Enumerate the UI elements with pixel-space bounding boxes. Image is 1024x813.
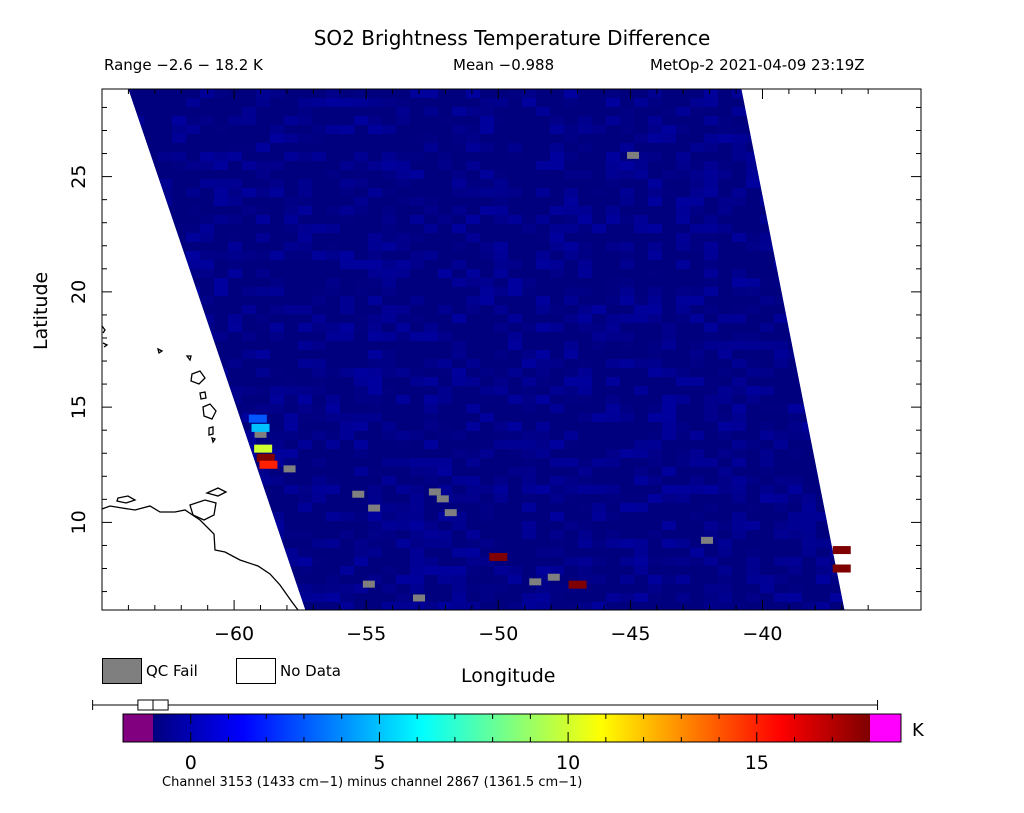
qc-fail-pixel bbox=[368, 504, 381, 512]
qc-fail-pixel bbox=[436, 495, 449, 503]
qc-fail-swatch bbox=[102, 658, 142, 684]
colorbar-tick-label: 5 bbox=[373, 752, 385, 774]
qc-fail-label: QC Fail bbox=[146, 662, 198, 680]
y-tick-label: 10 bbox=[68, 510, 90, 534]
coastline bbox=[101, 325, 299, 611]
hotspot-pixel bbox=[259, 460, 278, 469]
plot-frame bbox=[101, 88, 922, 611]
x-tick-label: −50 bbox=[478, 623, 518, 645]
colorbar-frame bbox=[122, 713, 902, 743]
chart-title: SO2 Brightness Temperature Difference bbox=[313, 26, 711, 50]
hotspot-pixel bbox=[254, 444, 273, 453]
y-tick-label: 25 bbox=[68, 165, 90, 189]
qc-fail-pixel bbox=[428, 488, 441, 496]
y-tick-label: 15 bbox=[68, 395, 90, 419]
qc-fail-pixel bbox=[444, 509, 457, 517]
colorbar-tick-label: 10 bbox=[556, 752, 580, 774]
swath-texture bbox=[128, 89, 845, 610]
colorbar-tick-label: 0 bbox=[185, 752, 197, 774]
x-tick-label: −55 bbox=[346, 623, 386, 645]
colorbar-tick-label: 15 bbox=[745, 752, 769, 774]
colorbar-units: K bbox=[912, 720, 924, 741]
channel-subtitle: Channel 3153 (1433 cm−1) minus channel 2… bbox=[162, 775, 583, 790]
qc-fail-pixel bbox=[627, 151, 640, 159]
qc-fail-pixel bbox=[413, 594, 426, 602]
hotspot-pixel bbox=[256, 453, 275, 462]
qc-fail-pixel bbox=[362, 580, 375, 588]
x-tick-label: −60 bbox=[214, 623, 254, 645]
x-tick-label: −45 bbox=[610, 623, 650, 645]
range-text: Range −2.6 − 18.2 K bbox=[104, 56, 263, 74]
qc-fail-pixel bbox=[529, 578, 542, 586]
x-tick-label: −40 bbox=[742, 623, 782, 645]
colorbar-under bbox=[123, 714, 153, 742]
y-tick-label: 20 bbox=[68, 280, 90, 304]
qc-fail-pixel bbox=[701, 536, 714, 544]
hotspot-pixel bbox=[832, 546, 851, 555]
y-axis-label: Latitude bbox=[30, 271, 52, 350]
qc-fail-pixel bbox=[547, 573, 560, 581]
colorbar-over bbox=[870, 714, 901, 742]
colorbar-gradient bbox=[153, 714, 870, 742]
qc-fail-pixel bbox=[283, 465, 296, 473]
x-axis-label: Longitude bbox=[461, 665, 556, 687]
qc-fail-pixel bbox=[352, 490, 365, 498]
hotspot-pixel bbox=[832, 564, 851, 573]
hotspot-pixel bbox=[489, 552, 508, 561]
qc-fail-pixel bbox=[254, 430, 267, 438]
no-data-swatch bbox=[236, 658, 276, 684]
hotspot-pixel bbox=[248, 414, 267, 423]
hotspot-pixel bbox=[251, 423, 270, 432]
hotspot-pixel bbox=[568, 580, 587, 589]
satellite-time-text: MetOp-2 2021-04-09 23:19Z bbox=[650, 56, 865, 74]
no-data-label: No Data bbox=[280, 662, 341, 680]
mean-text: Mean −0.988 bbox=[453, 56, 555, 74]
